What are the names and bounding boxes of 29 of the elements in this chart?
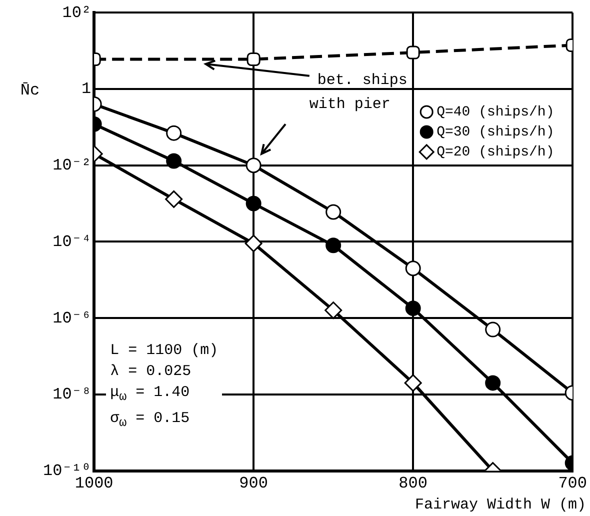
point bbox=[244, 234, 262, 252]
point bbox=[324, 302, 342, 320]
x-tick-label: 700 bbox=[558, 474, 588, 493]
y-tick-label: 1 bbox=[81, 80, 92, 98]
point bbox=[246, 196, 262, 212]
y-tick-label: 10² bbox=[62, 4, 92, 22]
series-label: bet. ships bbox=[317, 72, 408, 90]
x-tick-label: 900 bbox=[239, 474, 268, 493]
point bbox=[405, 300, 421, 316]
point bbox=[246, 158, 262, 174]
annotation: σ$_{ω}$ = 0.15 bbox=[110, 409, 191, 432]
point bbox=[326, 238, 342, 254]
x-tick-label: 800 bbox=[398, 474, 428, 493]
annotation: with pier bbox=[309, 96, 390, 114]
annotation: L = 1100 (m) bbox=[110, 341, 218, 362]
y-tick-label: 10⁻⁸ bbox=[52, 386, 92, 404]
y-tick-label: 10⁻² bbox=[52, 156, 92, 175]
legend-label: Q=30 (ships/h) bbox=[436, 124, 554, 141]
annotation: μ$_{ω}$ = 1.40 bbox=[110, 383, 191, 406]
x-axis-title: Fairway Width W (m) bbox=[414, 496, 586, 514]
y-tick-label: 10⁻⁴ bbox=[52, 232, 92, 251]
y-tick-label: 10⁻⁶ bbox=[52, 309, 92, 328]
point bbox=[326, 204, 342, 220]
point bbox=[404, 374, 422, 392]
legend-label: Q=20 (ships/h) bbox=[436, 144, 554, 161]
annotation: λ = 0.025 bbox=[110, 362, 192, 382]
point bbox=[405, 260, 421, 276]
legend-label: Q=40 (ships/h) bbox=[436, 104, 554, 121]
y-axis-title: N̄c bbox=[20, 82, 40, 100]
